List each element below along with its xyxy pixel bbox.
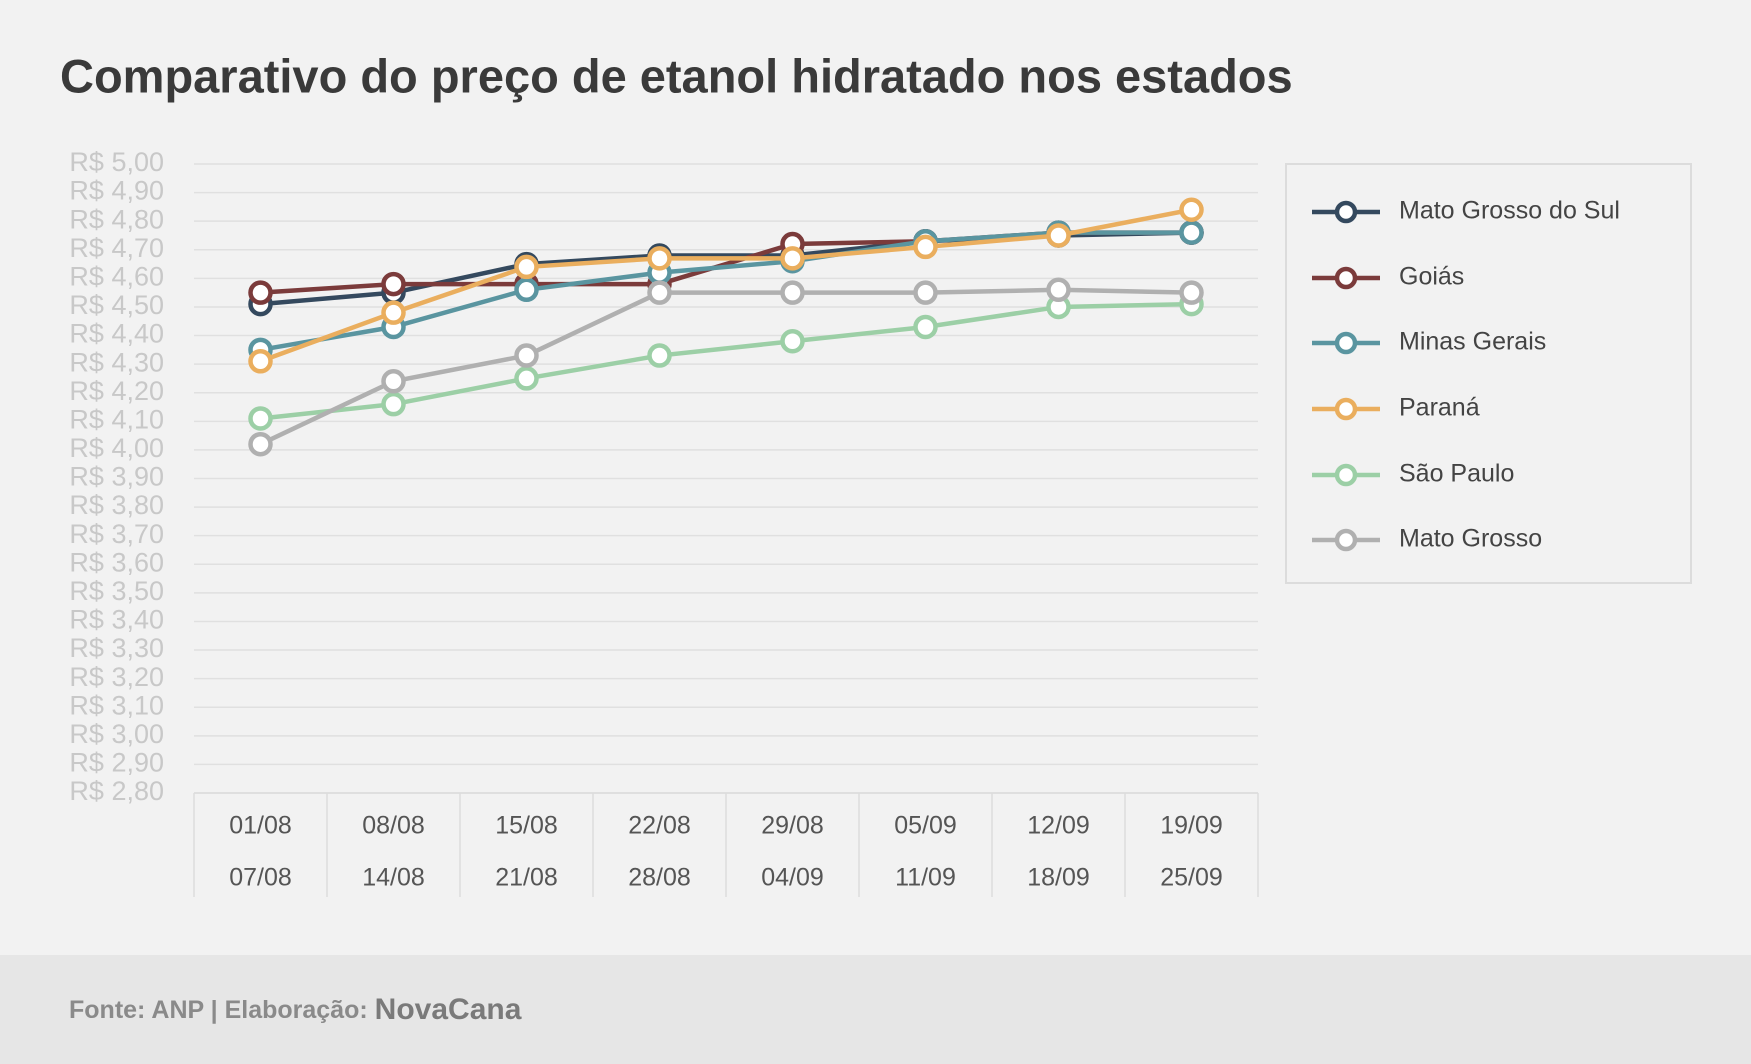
legend-label: Minas Gerais (1399, 328, 1546, 356)
data-point (1046, 223, 1071, 248)
legend-marker (1334, 200, 1358, 224)
y-tick-label: R$ 3,70 (69, 519, 164, 549)
source: Fonte: ANP | Elaboração: (69, 996, 368, 1024)
series-line (259, 287, 1192, 447)
data-point (1179, 220, 1204, 245)
legend-marker (1334, 397, 1358, 421)
data-point (514, 366, 539, 391)
x-tick-label: 08/08 (362, 812, 425, 840)
x-tick-label: 22/08 (628, 812, 691, 840)
x-tick-label: 11/09 (895, 864, 956, 892)
footer-source: Fonte: ANP | Elaboração: NovaCana (69, 993, 522, 1026)
x-tick-label: 28/08 (628, 864, 691, 892)
y-tick-label: R$ 3,60 (69, 547, 164, 577)
x-tick-label: 04/09 (761, 864, 824, 892)
data-point (1179, 280, 1204, 305)
y-tick-label: R$ 3,30 (69, 633, 164, 663)
x-tick-label: 15/08 (495, 812, 558, 840)
x-tick-label: 19/09 (1160, 812, 1223, 840)
data-point (248, 431, 273, 457)
data-point (1179, 197, 1204, 222)
x-tick-label: 21/08 (495, 864, 558, 892)
y-tick-label: R$ 3,20 (69, 662, 164, 692)
legend-marker (1334, 266, 1358, 290)
series-line (260, 301, 1192, 421)
y-tick-label: R$ 4,20 (69, 376, 164, 406)
data-point (248, 280, 273, 305)
x-tick-label: 01/08 (229, 812, 292, 840)
legend-marker (1334, 463, 1358, 487)
y-tick-label: R$ 4,70 (69, 233, 164, 263)
y-tick-label: R$ 3,50 (69, 576, 164, 606)
data-point (248, 406, 273, 431)
x-tick-label: 07/08 (229, 864, 292, 892)
data-point (647, 246, 672, 271)
series-line (260, 230, 1192, 353)
x-tick-label: 12/09 (1027, 812, 1090, 840)
legend-label: Paraná (1399, 394, 1480, 422)
footer-band (0, 955, 1751, 1064)
y-tick-label: R$ 3,90 (69, 462, 164, 492)
legend-marker (1334, 331, 1358, 355)
data-point (381, 300, 406, 325)
y-tick-label: R$ 4,50 (69, 290, 164, 320)
data-point (780, 329, 805, 354)
y-tick-label: R$ 2,80 (69, 776, 164, 806)
data-point (647, 343, 672, 368)
y-tick-label: R$ 4,80 (69, 204, 164, 234)
y-tick-label: R$ 4,00 (69, 433, 164, 463)
x-tick-label: 29/08 (761, 812, 824, 840)
data-point (780, 246, 805, 271)
y-tick-label: R$ 4,40 (69, 319, 164, 349)
data-point (780, 280, 805, 305)
data-point (913, 234, 938, 260)
data-point (248, 349, 273, 374)
x-tick-label: 05/09 (894, 812, 957, 840)
y-tick-label: R$ 3,40 (69, 605, 164, 635)
legend-label: Mato Grosso (1399, 525, 1542, 553)
data-point (1046, 277, 1071, 303)
data-point (514, 343, 539, 368)
legend-box (1285, 163, 1692, 584)
y-tick-label: R$ 5,00 (69, 147, 164, 177)
chart-title: Comparativo do preço de etanol hidratado… (60, 49, 1293, 102)
y-tick-label: R$ 3,00 (69, 719, 164, 749)
legend-label: Goiás (1399, 263, 1464, 291)
data-point (913, 280, 938, 305)
legend-marker (1334, 528, 1358, 552)
y-tick-label: R$ 2,90 (69, 748, 164, 778)
data-point (381, 271, 406, 297)
data-point (514, 277, 539, 303)
y-tick-label: R$ 4,10 (69, 404, 164, 434)
legend-label: Mato Grosso do Sul (1399, 197, 1620, 225)
y-tick-label: R$ 3,10 (69, 690, 164, 720)
x-tick-label: 18/09 (1027, 864, 1090, 892)
data-point (514, 254, 539, 280)
legend-label: São Paulo (1399, 460, 1514, 488)
y-tick-label: R$ 4,60 (69, 261, 164, 291)
x-tick-label: 25/09 (1160, 864, 1223, 892)
data-point (381, 391, 406, 417)
data-point (381, 369, 406, 394)
x-tick-label: 14/08 (362, 864, 425, 892)
data-point (913, 314, 938, 340)
series-line (259, 207, 1192, 364)
y-tick-label: R$ 4,90 (69, 176, 164, 206)
y-tick-label: R$ 4,30 (69, 347, 164, 377)
data-point (647, 280, 672, 305)
y-tick-label: R$ 3,80 (69, 490, 164, 520)
brand: NovaCana (375, 993, 522, 1026)
